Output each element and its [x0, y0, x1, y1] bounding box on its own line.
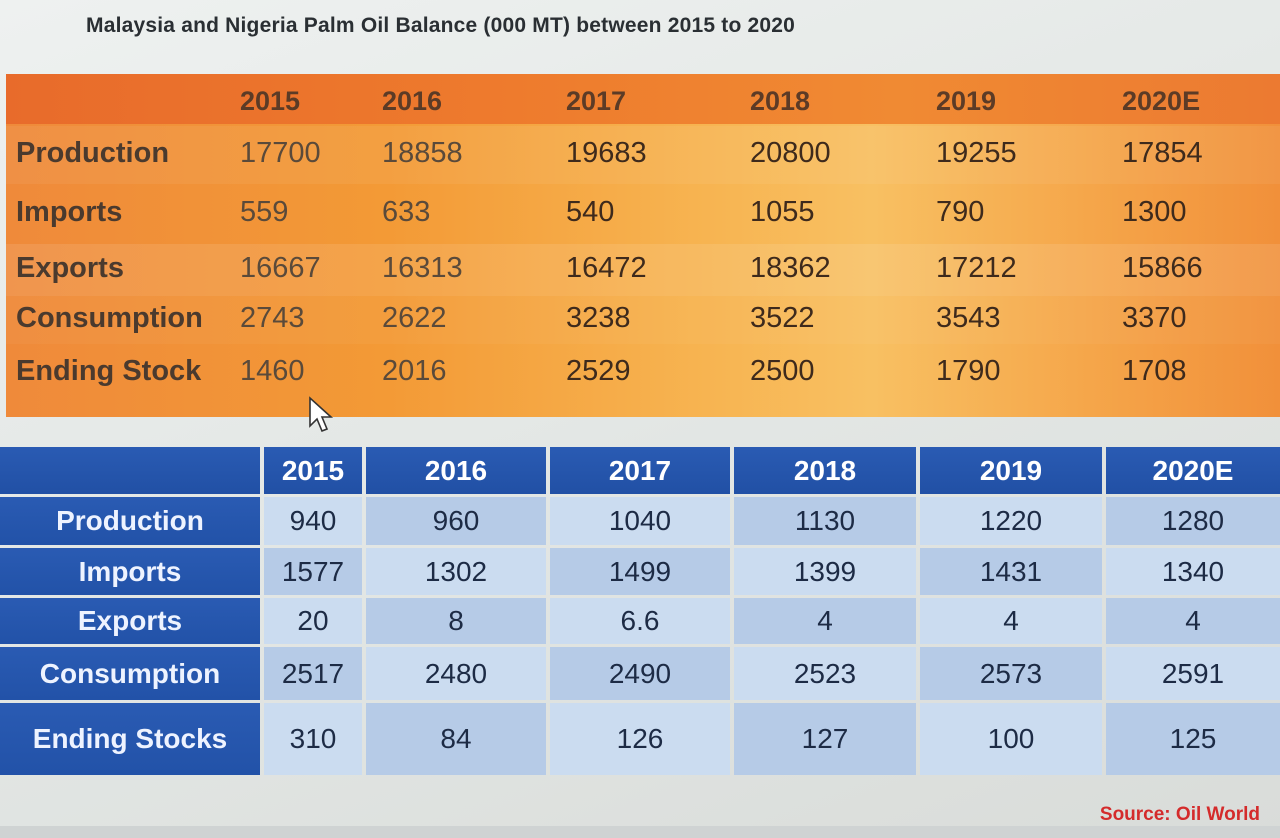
table-cell: 1220 [920, 497, 1102, 545]
table-row: Ending Stock 1460 2016 2529 2500 1790 1708 [6, 344, 1280, 402]
table-cell: 20800 [750, 137, 831, 169]
table-cell: 100 [920, 703, 1102, 775]
table-cell: 17212 [936, 252, 1017, 284]
table-cell: 18362 [750, 252, 831, 284]
column-header-2016: 2016 [382, 86, 443, 116]
table-cell: 127 [734, 703, 916, 775]
table-cell: 16313 [382, 252, 463, 284]
table-cell: 19683 [566, 137, 647, 169]
table-cell: 559 [240, 196, 289, 228]
table-cell: 2573 [920, 647, 1102, 700]
table-cell: 1460 [240, 355, 305, 387]
source-note: Source: Oil World [1099, 804, 1260, 825]
table-cell: 940 [264, 497, 362, 545]
row-label: Consumption [16, 302, 203, 334]
row-label: Exports [0, 598, 260, 644]
malaysia-table-header-band [6, 74, 1280, 124]
table-cell: 2622 [382, 302, 447, 334]
malaysia-table: 2015 2016 2017 2018 2019 2020E Production 17700… [6, 74, 1280, 417]
column-header-2015: 2015 [240, 86, 301, 116]
row-band [6, 126, 1280, 184]
row-label: Ending Stock [16, 355, 202, 387]
table-cell: 8 [366, 598, 546, 644]
row-label: Production [0, 497, 260, 545]
table-cell: 1708 [1122, 355, 1187, 387]
table-cell: 1302 [366, 548, 546, 595]
table-row: Production 17700 18858 19683 20800 19255 17854 [6, 126, 1280, 184]
table-cell: 15866 [1122, 252, 1203, 284]
table-cell: 1040 [550, 497, 730, 545]
table-cell: 1130 [734, 497, 916, 545]
table-cell: 2016 [382, 355, 447, 387]
table-cell: 3370 [1122, 302, 1187, 334]
nigeria-table: 2015 2016 2017 2018 2019 2020E Production 940 96… [0, 447, 1280, 777]
page-title: Malaysia and Nigeria Palm Oil Balance (0… [86, 14, 796, 37]
table-cell: 125 [1106, 703, 1280, 775]
table-cell: 84 [366, 703, 546, 775]
column-header-2017: 2017 [566, 86, 627, 116]
table-cell: 1280 [1106, 497, 1280, 545]
table-cell: 16472 [566, 252, 647, 284]
table-cell: 3238 [566, 302, 631, 334]
row-label: Imports [0, 548, 260, 595]
column-header-2020e: 2020E [1106, 447, 1280, 494]
table-cell: 2517 [264, 647, 362, 700]
table-cell: 1340 [1106, 548, 1280, 595]
bottom-band [0, 826, 1280, 838]
table-cell: 3522 [750, 302, 815, 334]
row-label: Production [16, 137, 170, 169]
table-row: Exports 16667 16313 16472 18362 17212 15866 [6, 244, 1280, 296]
table-cell: 1431 [920, 548, 1102, 595]
table-cell: 19255 [936, 137, 1017, 169]
table-row: Consumption 2743 2622 3238 3522 3543 3370 [6, 296, 1280, 344]
row-label: Consumption [0, 647, 260, 700]
row-band [6, 296, 1280, 344]
row-band [6, 244, 1280, 296]
table-cell: 4 [1106, 598, 1280, 644]
column-header-2016: 2016 [366, 447, 546, 494]
table-cell: 1300 [1122, 196, 1187, 228]
column-header-2018: 2018 [750, 86, 811, 116]
table-cell: 540 [566, 196, 615, 228]
row-label: Imports [16, 196, 123, 228]
table-cell: 2743 [240, 302, 305, 334]
table-cell: 1499 [550, 548, 730, 595]
table-cell: 18858 [382, 137, 463, 169]
table-cell: 2523 [734, 647, 916, 700]
table-cell: 2480 [366, 647, 546, 700]
table-row: Imports 559 633 540 1055 790 1300 [6, 186, 1280, 242]
table-cell: 17700 [240, 137, 321, 169]
table-cell: 633 [382, 196, 431, 228]
corner-header [0, 447, 260, 494]
table-cell: 3543 [936, 302, 1001, 334]
table-cell: 16667 [240, 252, 321, 284]
table-cell: 17854 [1122, 137, 1203, 169]
table-cell: 960 [366, 497, 546, 545]
table-cell: 4 [920, 598, 1102, 644]
table-cell: 1399 [734, 548, 916, 595]
table-cell: 1577 [264, 548, 362, 595]
table-cell: 790 [936, 196, 985, 228]
column-header-2019: 2019 [920, 447, 1102, 494]
table-cell: 310 [264, 703, 362, 775]
mouse-pointer-icon [309, 396, 334, 433]
row-label: Exports [16, 252, 124, 284]
table-cell: 6.6 [550, 598, 730, 644]
column-header-2015: 2015 [264, 447, 362, 494]
table-cell: 1790 [936, 355, 1001, 387]
table-cell: 2490 [550, 647, 730, 700]
table-cell: 2500 [750, 355, 815, 387]
table-cell: 126 [550, 703, 730, 775]
table-cell: 1055 [750, 196, 815, 228]
table-cell: 20 [264, 598, 362, 644]
column-header-2017: 2017 [550, 447, 730, 494]
row-label: Ending Stocks [0, 703, 260, 775]
table-cell: 4 [734, 598, 916, 644]
table-cell: 2591 [1106, 647, 1280, 700]
column-header-2020e: 2020E [1122, 86, 1201, 116]
row-band [6, 186, 1280, 242]
column-header-2018: 2018 [734, 447, 916, 494]
column-header-2019: 2019 [936, 86, 997, 116]
table-cell: 2529 [566, 355, 631, 387]
